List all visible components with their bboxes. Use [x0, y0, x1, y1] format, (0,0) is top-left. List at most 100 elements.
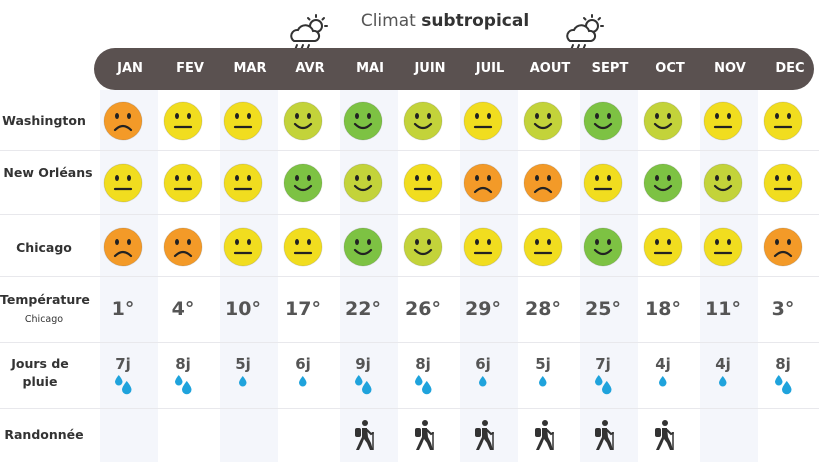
rain-drops-icon	[175, 375, 192, 395]
hiker-icon	[535, 420, 554, 450]
smiley-fair-icon	[403, 101, 443, 141]
rain-cell: 7j	[573, 355, 633, 397]
smiley-bad-icon	[163, 227, 203, 267]
smiley-neutral-icon	[703, 101, 743, 141]
month-label: AVR	[295, 61, 325, 76]
rain-drops-icon	[115, 375, 132, 395]
rain-cell: 6j	[453, 355, 513, 397]
hiker-icon	[415, 420, 434, 450]
smiley-neutral-icon	[643, 227, 683, 267]
hiker-icon	[475, 420, 494, 450]
smiley-neutral-icon	[223, 163, 263, 203]
smiley-fair-icon	[283, 101, 323, 141]
row-label-temperature: Température Chicago	[0, 292, 90, 325]
temperature-value: 18°	[645, 298, 681, 320]
temperature-value: 29°	[465, 298, 501, 320]
smiley-fair-icon	[523, 101, 563, 141]
month-label: SEPT	[591, 61, 629, 76]
smiley-good-icon	[343, 101, 383, 141]
month-label: JUIL	[475, 61, 505, 76]
rain-days-value: 4j	[655, 355, 671, 373]
smiley-neutral-icon	[703, 227, 743, 267]
row-divider	[0, 150, 819, 151]
rain-drops-icon	[659, 376, 667, 387]
month-label: AOUT	[529, 61, 571, 76]
smiley-neutral-icon	[283, 227, 323, 267]
smiley-neutral-icon	[403, 163, 443, 203]
rain-cell: 8j	[393, 355, 453, 397]
rain-drops-icon	[355, 375, 372, 395]
month-label: MAR	[233, 61, 267, 76]
temperature-value: 10°	[225, 298, 261, 320]
temperature-value: 3°	[771, 298, 795, 320]
rain-drops-icon	[719, 376, 727, 387]
rain-cell: 6j	[273, 355, 333, 397]
smiley-neutral-icon	[763, 101, 803, 141]
smiley-good-icon	[583, 101, 623, 141]
smiley-fair-icon	[343, 163, 383, 203]
temperature-value: 1°	[111, 298, 135, 320]
month-label: OCT	[655, 61, 685, 76]
rain-drops-icon	[415, 375, 432, 395]
smiley-neutral-icon	[463, 227, 503, 267]
rain-days-value: 8j	[415, 355, 431, 373]
smiley-neutral-icon	[223, 101, 263, 141]
smiley-bad-icon	[103, 227, 143, 267]
row-label-washington: Washington	[2, 113, 86, 128]
rain-days-value: 8j	[175, 355, 191, 373]
smiley-bad-icon	[463, 163, 503, 203]
rain-days-value: 7j	[595, 355, 611, 373]
smiley-neutral-icon	[523, 227, 563, 267]
smiley-fair-icon	[403, 227, 443, 267]
rain-drops-icon	[539, 376, 547, 387]
rain-days-value: 5j	[535, 355, 551, 373]
row-label-rain: Jours de pluie	[11, 356, 69, 389]
rain-cell: 5j	[213, 355, 273, 397]
smiley-neutral-icon	[583, 163, 623, 203]
rain-drops-icon	[595, 375, 612, 395]
temperature-value: 11°	[705, 298, 741, 320]
smiley-good-icon	[583, 227, 623, 267]
row-divider	[0, 342, 819, 343]
smiley-neutral-icon	[463, 101, 503, 141]
row-divider	[0, 214, 819, 215]
row-label-hiking: Randonnée	[4, 427, 84, 442]
temperature-value: 22°	[345, 298, 381, 320]
rain-days-value: 4j	[715, 355, 731, 373]
smiley-neutral-icon	[163, 101, 203, 141]
row-divider	[0, 408, 819, 409]
rain-cell: 8j	[153, 355, 213, 397]
temperature-value: 4°	[171, 298, 195, 320]
rain-days-value: 6j	[295, 355, 311, 373]
smiley-good-icon	[343, 227, 383, 267]
smiley-good-icon	[283, 163, 323, 203]
smiley-neutral-icon	[103, 163, 143, 203]
smiley-bad-icon	[103, 101, 143, 141]
temperature-value: 26°	[405, 298, 441, 320]
rain-drops-icon	[239, 376, 247, 387]
page-title: Climat subtropical	[360, 11, 530, 31]
smiley-neutral-icon	[163, 163, 203, 203]
smiley-neutral-icon	[763, 163, 803, 203]
smiley-fair-icon	[703, 163, 743, 203]
rain-drops-icon	[479, 376, 487, 387]
page-header: Climat subtropical	[0, 9, 819, 51]
smiley-good-icon	[643, 163, 683, 203]
rain-cell: 9j	[333, 355, 393, 397]
smiley-bad-icon	[523, 163, 563, 203]
row-label-chicago: Chicago	[16, 240, 72, 255]
rain-cell: 8j	[753, 355, 813, 397]
month-label: JAN	[117, 61, 143, 76]
temperature-value: 17°	[285, 298, 321, 320]
rain-days-value: 6j	[475, 355, 491, 373]
smiley-fair-icon	[643, 101, 683, 141]
month-label: DEC	[775, 61, 805, 76]
rain-cell: 4j	[633, 355, 693, 397]
month-label: MAI	[356, 61, 384, 76]
rain-cell: 5j	[513, 355, 573, 397]
month-label: NOV	[714, 61, 746, 76]
rain-days-value: 7j	[115, 355, 131, 373]
rain-drops-icon	[299, 376, 307, 387]
smiley-bad-icon	[763, 227, 803, 267]
hiker-icon	[595, 420, 614, 450]
